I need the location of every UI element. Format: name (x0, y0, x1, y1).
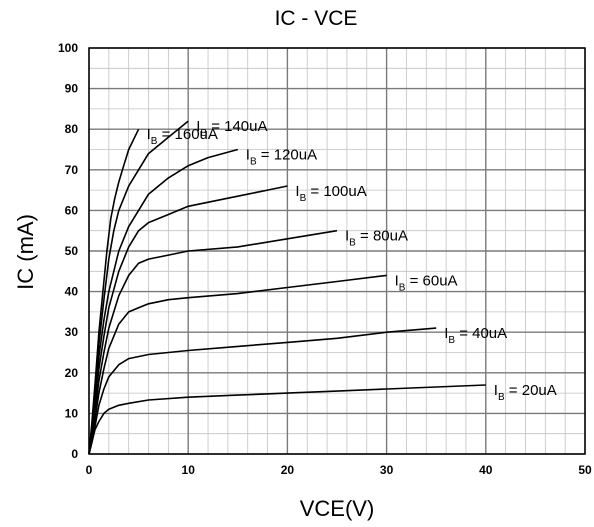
series-curve-3 (88, 185, 288, 455)
series-label-3: IB = 100uA (295, 183, 366, 204)
y-tick-label: 30 (65, 325, 79, 339)
series-label-1: IB = 140uA (196, 118, 267, 139)
series-curve-4 (88, 229, 338, 455)
y-tick-label: 20 (65, 366, 79, 380)
y-tick-label: 80 (65, 122, 79, 136)
y-axis-title: IC (mA) (13, 214, 38, 290)
x-axis-title: VCE(V) (300, 496, 375, 521)
y-tick-label: 10 (65, 406, 79, 420)
y-tick-label: 90 (65, 82, 79, 96)
chart-title: IC - VCE (275, 7, 358, 30)
y-tick-label: 60 (65, 203, 79, 217)
x-tick-label: 40 (479, 463, 493, 477)
y-tick-label: 50 (65, 244, 79, 258)
x-tick-label: 50 (578, 463, 592, 477)
y-tick-label: 40 (65, 285, 79, 299)
series-label-4: IB = 80uA (345, 228, 408, 249)
series-label-5: IB = 60uA (395, 272, 458, 293)
series-curve-2 (88, 148, 239, 455)
series-curve-7 (88, 384, 486, 455)
x-tick-label: 10 (182, 463, 196, 477)
series-label-6: IB = 40uA (444, 325, 507, 346)
series-label-0: IB = 160uA (147, 126, 218, 147)
series-curve-6 (88, 327, 437, 455)
x-tick-label: 20 (281, 463, 295, 477)
y-tick-label: 70 (65, 163, 79, 177)
x-tick-label: 30 (380, 463, 394, 477)
series-curve-5 (88, 274, 387, 455)
y-tick-label: 0 (71, 447, 78, 461)
plot-frame (88, 47, 586, 455)
curves (88, 120, 486, 455)
y-tick-labels: 0 10 20 30 40 50 60 70 80 90 100 (58, 41, 78, 461)
series-label-2: IB = 120uA (246, 147, 317, 168)
y-tick-label: 100 (58, 41, 78, 55)
x-tick-labels: 0 10 20 30 40 50 (86, 463, 592, 477)
series-label-7: IB = 20uA (494, 382, 557, 403)
x-tick-label: 0 (86, 463, 93, 477)
